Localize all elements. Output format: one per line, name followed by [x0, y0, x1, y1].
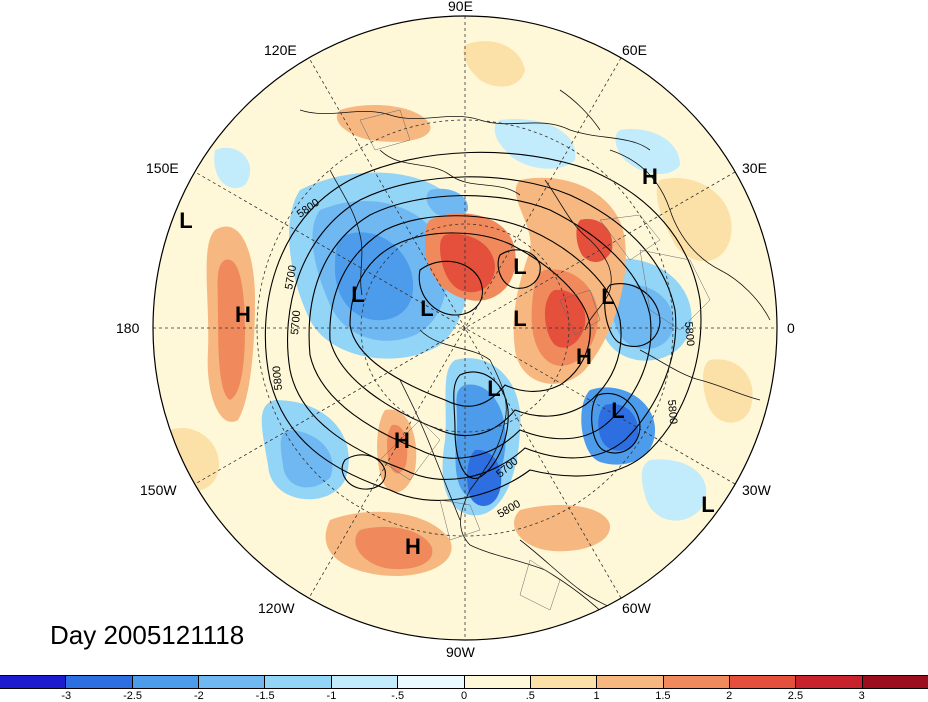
colorbar-segment	[530, 676, 598, 688]
lon-label-180: 180	[116, 320, 140, 336]
colorbar-tick-label: -2	[193, 690, 204, 702]
colorbar-segment	[796, 676, 863, 688]
colorbar-tick-label: -2.5	[123, 690, 143, 702]
warm-anomaly-fields	[165, 41, 753, 576]
lon-label-60w: 60W	[622, 600, 651, 616]
lon-label-150w: 150W	[140, 482, 177, 498]
colorbar-segment	[729, 676, 797, 688]
colorbar-tick-label: 2.5	[787, 690, 804, 702]
lon-label-30e: 30E	[742, 160, 767, 176]
contour-label-5700: 5700	[289, 310, 303, 335]
colorbar-segment	[663, 676, 730, 688]
colorbar-tick-label: -.5	[391, 690, 405, 702]
colorbar-tick-label: 0	[460, 690, 468, 702]
colorbar-tick-label: -1.5	[255, 690, 275, 702]
low-center: L	[701, 492, 714, 517]
colorbar-tick-label: 1.5	[655, 690, 671, 702]
cool-anomaly-fields	[214, 119, 707, 521]
lon-label-150e: 150E	[146, 160, 179, 176]
colorbar-segment	[331, 676, 399, 688]
coastlines	[299, 89, 771, 626]
colorbar	[0, 675, 928, 689]
contour-label-5800: 5800	[665, 399, 679, 424]
lon-label-30w: 30W	[742, 482, 771, 498]
low-center: L	[513, 306, 526, 331]
graticule	[153, 16, 777, 640]
date-label: Day 2005121118	[50, 620, 245, 650]
map-boundary	[152, 15, 778, 641]
lon-label-90e: 90E	[448, 0, 473, 14]
lon-label-90w: 90W	[446, 644, 475, 660]
colorbar-segment	[132, 676, 200, 688]
colorbar-tick-label: 2	[726, 690, 733, 702]
low-center: L	[420, 296, 433, 321]
low-center: L	[601, 284, 614, 309]
colorbar-segment	[199, 676, 266, 688]
colorbar-segment	[862, 676, 928, 688]
political-borders	[359, 109, 711, 611]
low-center: L	[611, 398, 624, 423]
colorbar-tick-label: 1	[593, 690, 600, 702]
high-center: H	[405, 534, 421, 559]
lon-label-60e: 60E	[622, 42, 647, 58]
colorbar-segment	[398, 676, 465, 688]
low-center: L	[179, 208, 192, 233]
contour-label-5800: 5800	[271, 365, 285, 390]
colorbar-segment	[0, 676, 67, 688]
lon-label-120e: 120E	[264, 42, 297, 58]
colorbar-segment	[265, 676, 332, 688]
pressure-centers: L H L L L L L H H L L H L H	[179, 164, 714, 559]
colorbar-tick-label: 3	[858, 690, 865, 702]
colorbar-tick-label: -1	[326, 690, 337, 702]
contour-label-5800: 5800	[682, 321, 696, 346]
high-center: H	[235, 302, 251, 327]
low-center: L	[487, 376, 500, 401]
colorbar-tick-label: -3	[61, 690, 72, 702]
lon-label-0: 0	[787, 320, 795, 336]
high-center: H	[576, 344, 592, 369]
low-center: L	[351, 282, 364, 307]
lon-label-120w: 120W	[258, 600, 295, 616]
colorbar-segment	[66, 676, 133, 688]
colorbar-segment	[597, 676, 664, 688]
colorbar-tick-label: .5	[525, 690, 535, 702]
low-center: L	[513, 254, 526, 279]
height-contours	[264, 151, 702, 501]
high-center: H	[642, 164, 658, 189]
contour-label-5700: 5700	[283, 264, 299, 290]
high-center: H	[394, 428, 410, 453]
colorbar-segment	[464, 676, 531, 688]
